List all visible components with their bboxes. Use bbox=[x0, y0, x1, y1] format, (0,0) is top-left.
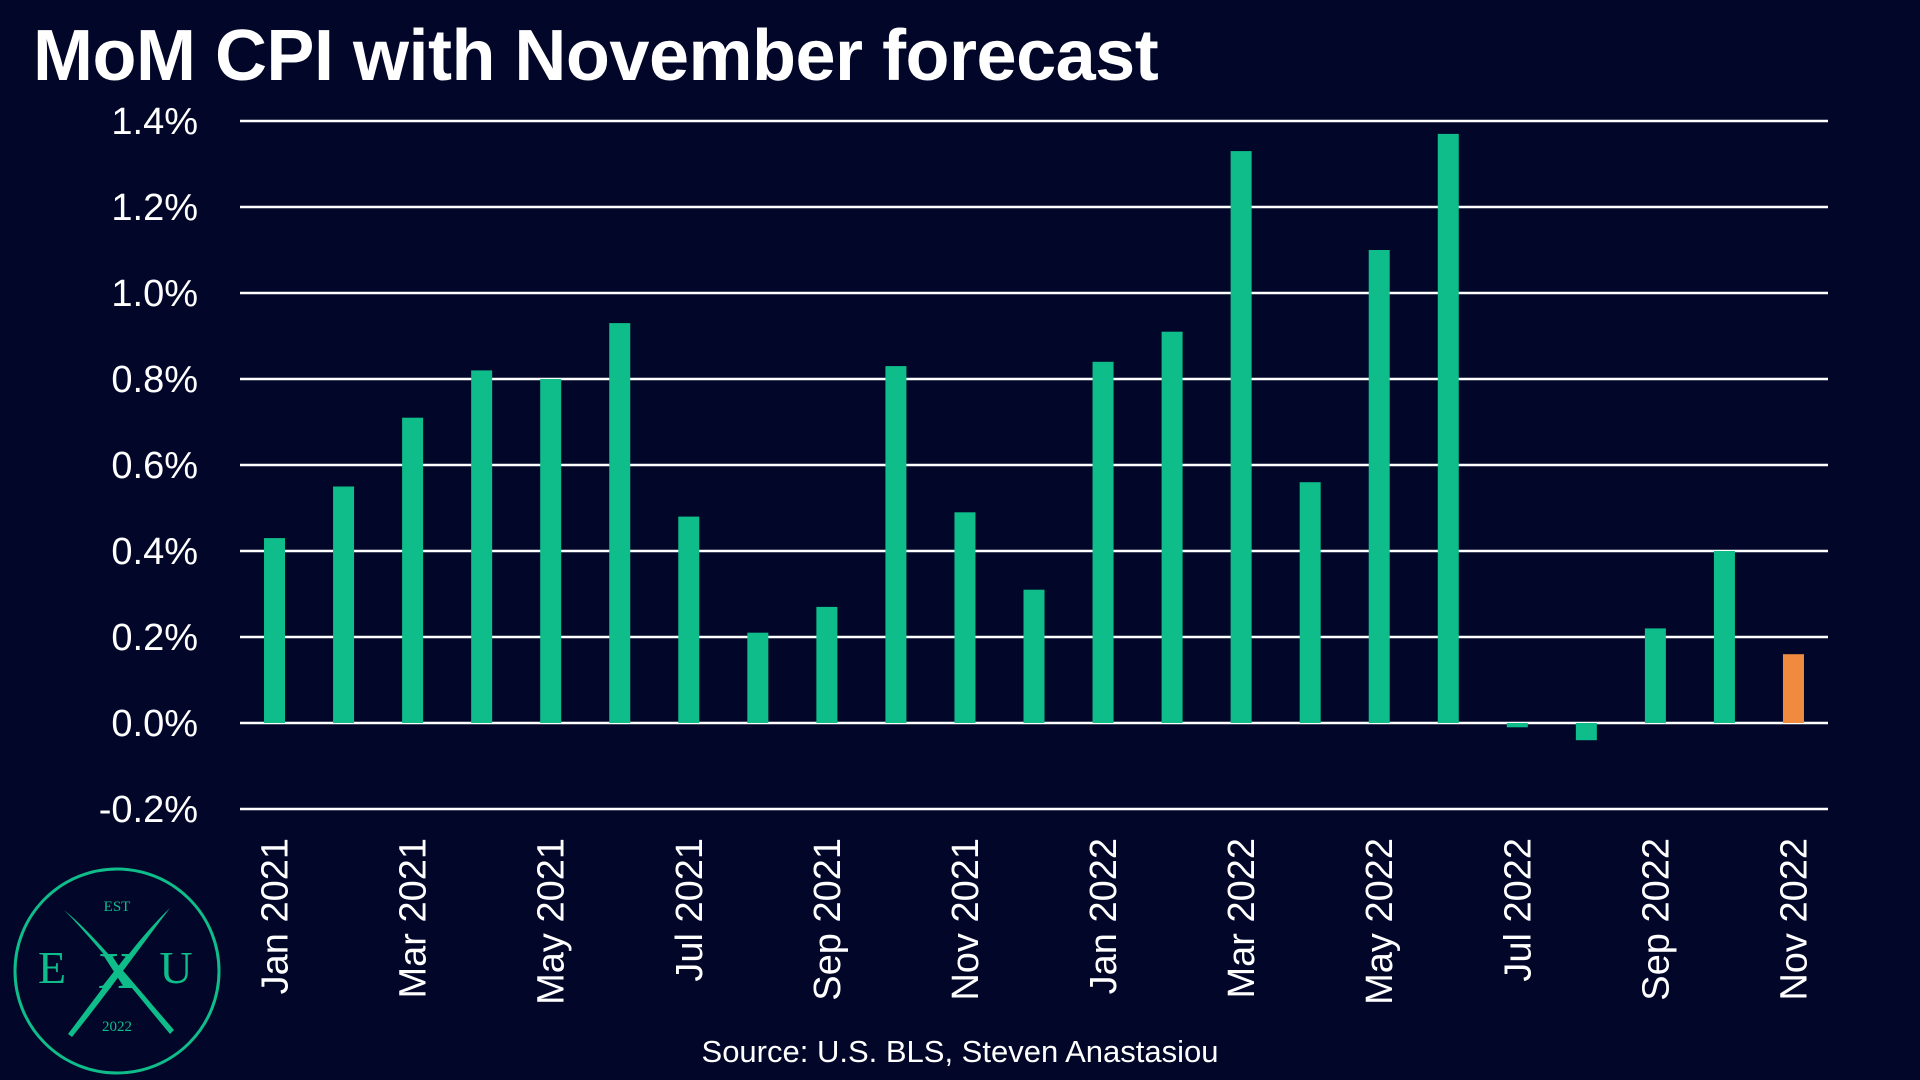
x-tick-label: Jul 2022 bbox=[1497, 838, 1539, 982]
chart-title: MoM CPI with November forecast bbox=[33, 16, 1159, 96]
chart-plot: -0.2% 0.0% 0.2% 0.4% 0.6% 0.8% 1.0% 1.2% 1.4% Ja… bbox=[99, 101, 1828, 1005]
bars bbox=[264, 133, 1804, 741]
bar bbox=[1575, 723, 1597, 741]
bar bbox=[609, 323, 631, 723]
logo-bottom-text: 2022 bbox=[102, 1019, 132, 1035]
exu-logo: EST E X U 2022 bbox=[13, 867, 221, 1075]
bar bbox=[1644, 628, 1666, 723]
bar bbox=[885, 366, 907, 723]
forecast-bar bbox=[1782, 654, 1804, 723]
x-tick-label: Mar 2021 bbox=[393, 838, 435, 999]
y-axis-ticks: -0.2% 0.0% 0.2% 0.4% 0.6% 0.8% 1.0% 1.2% 1.4% bbox=[99, 101, 198, 831]
y-tick-label: 1.2% bbox=[111, 187, 198, 229]
logo-cross-stroke-2 bbox=[68, 908, 170, 1037]
x-tick-label: May 2021 bbox=[531, 838, 573, 1005]
y-tick-label: 1.4% bbox=[111, 101, 198, 143]
bar bbox=[1161, 331, 1183, 723]
x-tick-label: Jan 2022 bbox=[1083, 838, 1125, 994]
bar bbox=[1092, 361, 1114, 723]
bar bbox=[1506, 723, 1528, 728]
bar bbox=[333, 486, 355, 723]
bar bbox=[816, 606, 838, 723]
y-tick-label: 1.0% bbox=[111, 273, 198, 315]
bar bbox=[1437, 133, 1459, 723]
bar bbox=[1023, 589, 1045, 723]
bar bbox=[1230, 151, 1252, 724]
x-tick-label: Nov 2022 bbox=[1773, 838, 1815, 1001]
bar bbox=[678, 516, 700, 723]
x-tick-label: Sep 2022 bbox=[1635, 838, 1677, 1001]
x-tick-label: Jul 2021 bbox=[669, 838, 711, 982]
y-tick-label: 0.6% bbox=[111, 445, 198, 487]
bar bbox=[1299, 482, 1321, 723]
logo-right-letter: U bbox=[159, 942, 192, 993]
y-tick-label: -0.2% bbox=[99, 789, 198, 831]
y-tick-label: 0.4% bbox=[111, 531, 198, 573]
bar bbox=[264, 538, 286, 723]
bar bbox=[471, 370, 493, 723]
logo-ring bbox=[13, 867, 221, 1075]
y-tick-label: 0.2% bbox=[111, 617, 198, 659]
x-tick-label: May 2022 bbox=[1359, 838, 1401, 1005]
bar bbox=[402, 417, 424, 723]
logo-left-letter: E bbox=[38, 942, 66, 993]
x-axis-ticks: Jan 2021 Mar 2021 May 2021 Jul 2021 Sep 2021… bbox=[255, 838, 1816, 1005]
y-tick-label: 0.0% bbox=[111, 703, 198, 745]
x-tick-label: Jan 2021 bbox=[255, 838, 297, 994]
bar bbox=[747, 632, 769, 723]
logo-center-letter: X bbox=[98, 943, 136, 1000]
logo-top-text: EST bbox=[104, 899, 131, 915]
bar bbox=[954, 512, 976, 723]
source-note: Source: U.S. BLS, Steven Anastasiou bbox=[701, 1034, 1219, 1069]
x-tick-label: Nov 2021 bbox=[945, 838, 987, 1001]
bar bbox=[540, 379, 562, 723]
x-tick-label: Mar 2022 bbox=[1221, 838, 1263, 999]
bar bbox=[1713, 551, 1735, 723]
y-tick-label: 0.8% bbox=[111, 359, 198, 401]
bar bbox=[1368, 250, 1390, 723]
x-tick-label: Sep 2021 bbox=[807, 838, 849, 1001]
